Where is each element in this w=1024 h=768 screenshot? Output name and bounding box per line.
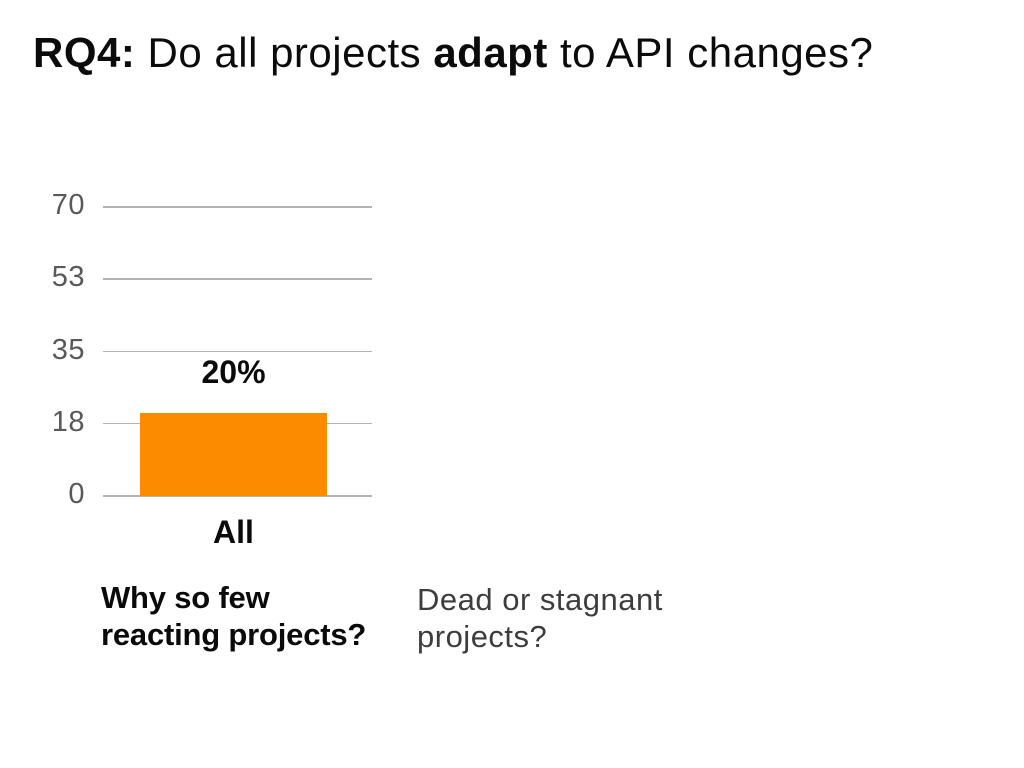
title-segment-text-1: Do all projects [135, 29, 434, 76]
question-line-2: reacting projects? [101, 617, 367, 652]
bar-all [140, 413, 327, 496]
y-axis-tick-label: 0 [68, 477, 85, 510]
bar-value-label: 20% [201, 354, 266, 390]
answer-line-2: projects? [417, 619, 548, 654]
gridline [103, 206, 372, 208]
y-axis-tick-label: 53 [51, 261, 85, 294]
title-segment-adapt: adapt [433, 29, 548, 76]
y-axis-tick-label: 35 [51, 333, 85, 366]
question-line-1: Why so few [101, 580, 270, 615]
category-label-all: All [213, 514, 254, 550]
answer-line-1: Dead or stagnant [417, 582, 663, 617]
answer-text: Dead or stagnant projects? [417, 581, 663, 655]
page-title: RQ4: Do all projects adapt to API change… [33, 30, 873, 76]
y-axis-tick-label: 18 [51, 405, 85, 438]
bar-chart: 70 53 35 18 0 20% All [52, 189, 400, 560]
y-axis-tick-label: 70 [51, 188, 85, 221]
question-text: Why so few reacting projects? [101, 579, 366, 653]
title-segment-rq4: RQ4: [33, 29, 136, 76]
gridline [103, 278, 372, 280]
gridline [103, 350, 372, 352]
title-segment-text-2: to API changes? [547, 29, 874, 76]
